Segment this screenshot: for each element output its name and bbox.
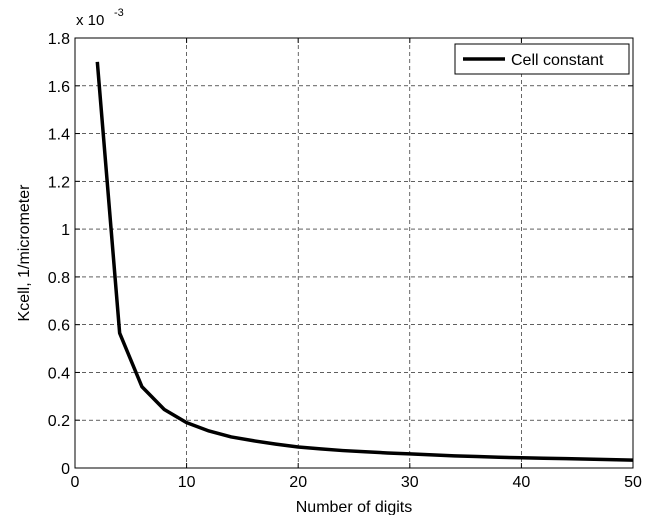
y-tick-label: 0.2 [48, 413, 70, 430]
y-tick-label: 0.4 [48, 365, 70, 382]
y-tick-label: 0.8 [48, 270, 70, 287]
y-multiplier-exponent: -3 [114, 7, 124, 19]
y-tick-label: 1.8 [48, 31, 70, 48]
y-tick-label: 0 [61, 461, 70, 478]
x-tick-label: 30 [401, 474, 419, 491]
plot-background [75, 38, 633, 468]
y-tick-label: 0.6 [48, 318, 70, 335]
x-tick-label: 20 [289, 474, 307, 491]
x-tick-label: 40 [513, 474, 531, 491]
y-tick-label: 1.2 [48, 174, 70, 191]
series-lines [95, 61, 634, 462]
legend-label: Cell constant [511, 52, 604, 69]
y-axis-label: Kcell, 1/micrometer [16, 184, 33, 322]
y-tick-label: 1.4 [48, 127, 70, 144]
axis-ticks [74, 37, 634, 469]
legend: Cell constant [454, 43, 630, 75]
series-line-cell-constant [95, 61, 634, 462]
x-axis-label: Number of digits [296, 499, 413, 515]
y-tick-label: 1.6 [48, 79, 70, 96]
x-tick-label: 0 [71, 474, 80, 491]
plot-frame [74, 37, 634, 469]
y-multiplier-base: x 10 [76, 12, 104, 29]
plot-area [75, 38, 633, 468]
grid-lines [75, 38, 633, 468]
x-tick-label: 10 [178, 474, 196, 491]
tick-labels: 0 10 20 30 40 50 0 0.2 0.4 0.6 0.8 1 1.2 1.4 1.6 1.8 [48, 31, 642, 491]
y-tick-label: 1 [61, 222, 70, 239]
x-tick-label: 50 [624, 474, 642, 491]
